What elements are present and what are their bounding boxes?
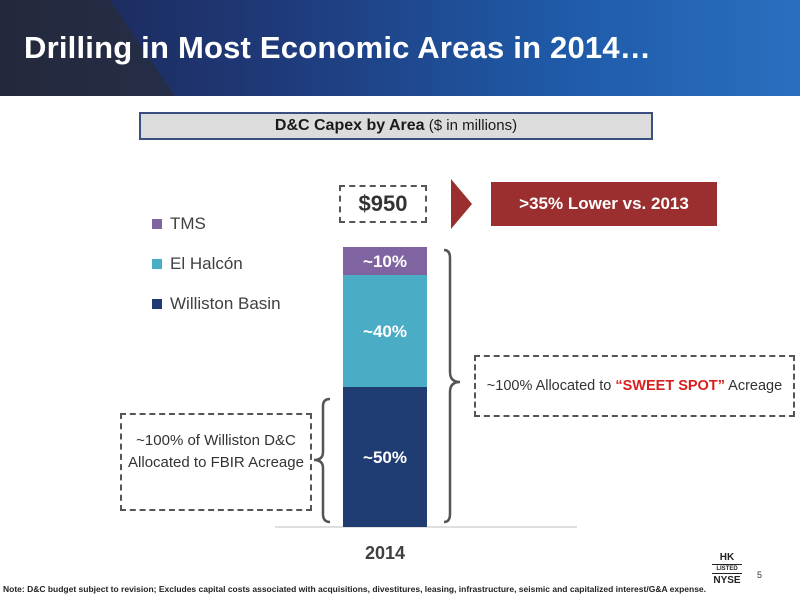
nyse-listed-logo: HK LISTED NYSE — [712, 552, 742, 586]
arrow-icon — [451, 179, 472, 229]
footnote: Note: D&C budget subject to revision; Ex… — [3, 584, 707, 594]
title-banner — [0, 0, 800, 96]
bar-segment-tms — [343, 247, 427, 275]
logo-listed: LISTED — [712, 564, 742, 574]
williston-allocation-note: ~100% of Williston D&C Allocated to FBIR… — [120, 413, 312, 511]
logo-exchange: NYSE — [713, 575, 741, 586]
total-value-box: $950 — [339, 185, 427, 223]
data-label-tms: ~10% — [363, 252, 407, 271]
legend-swatch — [152, 219, 162, 229]
sweet-spot-note-prefix: ~100% Allocated to — [486, 378, 616, 394]
sweet-spot-note: ~100% Allocated to “SWEET SPOT” Acreage — [474, 355, 795, 417]
left-brace — [313, 397, 331, 524]
sweet-spot-highlight: “SWEET SPOT” — [615, 378, 725, 394]
legend-item: TMS — [152, 214, 206, 234]
logo-ticker: HK — [719, 552, 735, 563]
data-label-williston-basin: ~50% — [363, 448, 407, 467]
page-number: 5 — [757, 570, 763, 580]
bar-segment-el-halc-n — [343, 275, 427, 387]
banner-shading — [0, 0, 175, 96]
legend-swatch — [152, 259, 162, 269]
legend-item: Williston Basin — [152, 294, 281, 314]
legend-swatch — [152, 299, 162, 309]
chart-title-box: D&C Capex by Area ($ in millions) — [139, 112, 653, 140]
legend-label: Williston Basin — [170, 294, 281, 313]
page-title: Drilling in Most Economic Areas in 2014… — [24, 30, 652, 65]
bar-segment-williston-basin — [343, 387, 427, 527]
legend-label: El Halcón — [170, 254, 243, 273]
data-label-el-halc-n: ~40% — [363, 322, 407, 341]
x-tick-label: 2014 — [364, 543, 406, 563]
reduction-callout: >35% Lower vs. 2013 — [491, 182, 717, 226]
legend-item: El Halcón — [152, 254, 243, 274]
right-brace — [443, 248, 461, 524]
legend-label: TMS — [170, 214, 206, 233]
chart-title: D&C Capex by Area — [274, 117, 425, 134]
sweet-spot-note-suffix: Acreage — [724, 378, 783, 394]
chart-title-units: ($ in millions) — [424, 117, 518, 134]
